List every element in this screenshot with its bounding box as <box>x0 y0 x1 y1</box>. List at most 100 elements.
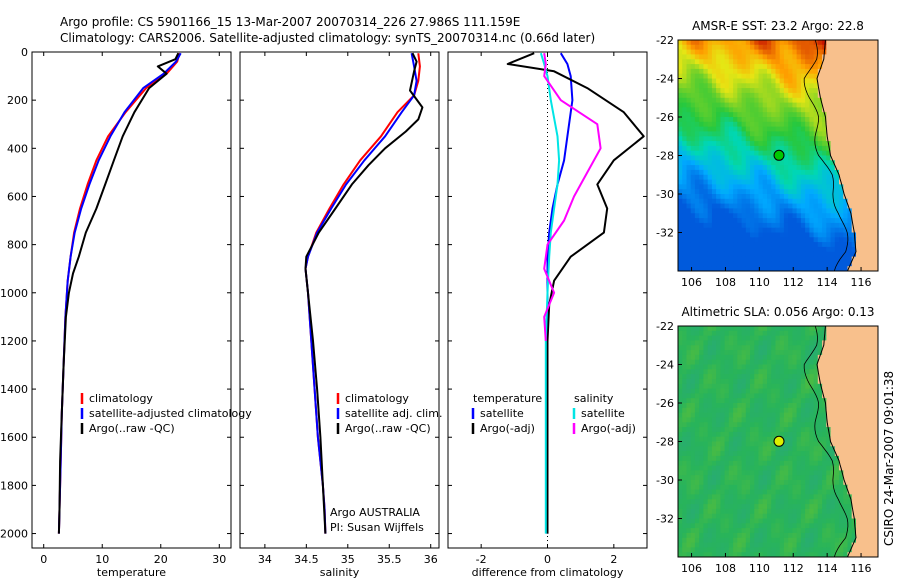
map-cell <box>792 155 798 161</box>
map-cell <box>817 49 823 55</box>
map-cell <box>767 261 772 267</box>
map-cell <box>792 78 798 84</box>
map-cell <box>796 189 802 195</box>
map-cell <box>737 117 743 123</box>
map-cell <box>686 141 692 147</box>
map-cell <box>716 198 721 205</box>
map-cell <box>771 326 776 332</box>
map-cell <box>868 112 874 118</box>
map-cell <box>758 213 764 219</box>
map-cell <box>771 121 776 128</box>
map-cell <box>728 451 734 457</box>
map-cell <box>822 427 827 433</box>
map-cell <box>792 232 798 238</box>
temperature-series <box>57 52 182 534</box>
map-cell <box>851 64 857 70</box>
map-cell <box>678 330 683 337</box>
map-cell <box>767 126 772 132</box>
map-cell <box>847 518 853 524</box>
map-cell <box>872 179 878 185</box>
map-cell <box>741 44 747 51</box>
map-cell <box>860 504 865 510</box>
map-cell <box>724 431 730 438</box>
map-cell <box>860 350 865 356</box>
map-cell <box>788 169 793 176</box>
map-cell <box>839 383 844 390</box>
map-cell <box>682 441 687 447</box>
map-cell <box>682 422 687 428</box>
map-cell <box>699 499 704 505</box>
map-cell <box>733 49 738 55</box>
map-cell <box>703 499 709 505</box>
map-cell <box>762 222 768 229</box>
map-cell <box>762 174 768 181</box>
map-cell <box>716 354 721 361</box>
map-cell <box>868 504 874 510</box>
map-cell <box>733 112 738 118</box>
map-cell <box>805 451 810 457</box>
map-cell <box>678 417 683 423</box>
map-cell <box>868 465 874 471</box>
map-cell <box>716 431 721 438</box>
map-cell <box>767 155 772 161</box>
map-cell <box>783 169 789 176</box>
map-cell <box>805 97 810 104</box>
map-cell <box>758 112 764 118</box>
map-cell <box>839 364 844 370</box>
map-cell <box>792 407 798 414</box>
map-cell <box>788 242 793 248</box>
map-cell <box>860 68 865 75</box>
map-cell <box>800 350 806 356</box>
map-cell <box>775 378 781 385</box>
map-cell <box>741 189 747 195</box>
map-cell <box>686 83 692 89</box>
map-cell <box>860 218 865 224</box>
map-cell <box>690 494 696 500</box>
map-cell <box>737 417 743 423</box>
map-cell <box>711 54 717 60</box>
map-cell <box>834 518 840 524</box>
map-cell <box>817 117 823 123</box>
map-cell <box>750 68 755 75</box>
map-cell <box>805 499 810 505</box>
map-cell <box>826 40 832 46</box>
map-cell <box>724 232 730 238</box>
map-cell <box>707 407 713 414</box>
map-cell <box>707 470 713 476</box>
map-cell <box>822 121 827 128</box>
map-cell <box>699 470 704 476</box>
map-cell <box>792 136 798 142</box>
map-cell <box>690 64 696 70</box>
map-cell <box>817 83 823 89</box>
map-cell <box>758 49 764 55</box>
map-cell <box>694 340 700 346</box>
map-cell <box>809 59 815 65</box>
map-cell <box>686 427 692 433</box>
map-cell <box>809 547 815 553</box>
map-cell <box>860 198 865 205</box>
map-cell <box>834 542 840 548</box>
map-cell <box>758 208 764 214</box>
map-cell <box>856 398 861 404</box>
map-cell <box>864 78 870 84</box>
map-cell <box>834 427 840 433</box>
map-cell <box>733 542 738 548</box>
map-cell <box>817 494 823 500</box>
map-cell <box>800 508 806 515</box>
map-cell <box>826 484 832 491</box>
map-cell <box>728 68 734 75</box>
map-cell <box>750 345 755 351</box>
map-cell <box>678 251 683 258</box>
map-cell <box>762 136 768 142</box>
map-cell <box>783 508 789 515</box>
map-cell <box>754 403 760 409</box>
map-cell <box>741 203 747 209</box>
map-cell <box>809 97 815 104</box>
map-cell <box>817 198 823 205</box>
map-cell <box>716 383 721 390</box>
map-cell <box>711 547 717 553</box>
map-cell <box>711 218 717 224</box>
map-cell <box>711 246 717 253</box>
map-cell <box>860 150 865 157</box>
header-line-2: Climatology: CARS2006. Satellite-adjuste… <box>60 31 595 45</box>
